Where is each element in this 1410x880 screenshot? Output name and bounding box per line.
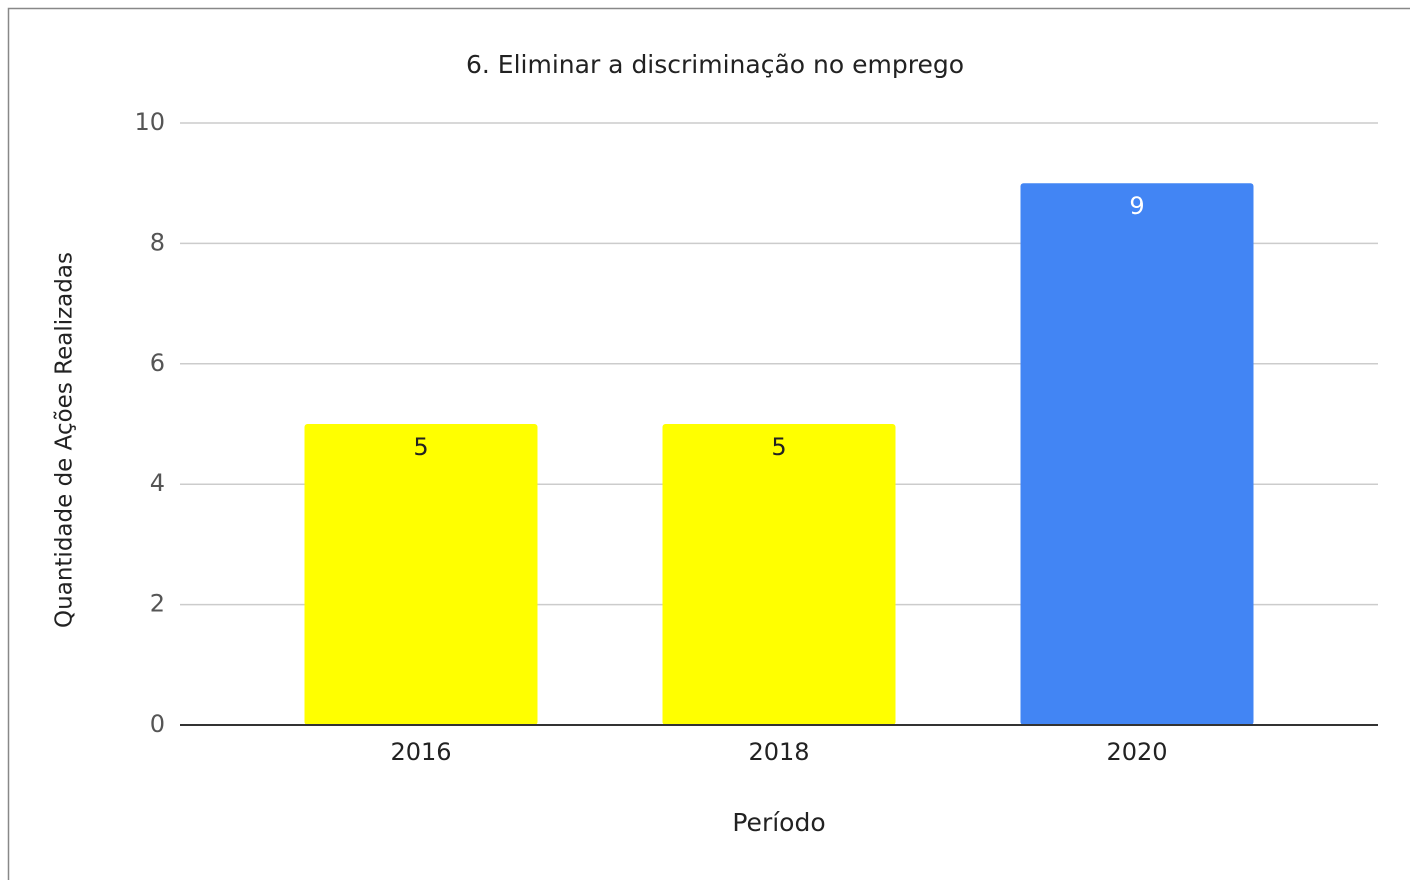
y-tick-label: 2 xyxy=(150,590,165,618)
y-tick-label: 4 xyxy=(150,469,165,497)
y-tick-label: 6 xyxy=(150,349,165,377)
data-label: 5 xyxy=(771,433,786,461)
x-tick-label: 2020 xyxy=(1106,738,1167,766)
x-axis-title: Período xyxy=(732,808,825,837)
y-tick-label: 8 xyxy=(150,228,165,256)
y-tick-label: 0 xyxy=(150,710,165,738)
bar xyxy=(662,424,896,725)
bar xyxy=(304,424,538,725)
chart-title: 6. Eliminar a discriminação no emprego xyxy=(466,50,964,79)
bar xyxy=(1020,183,1254,725)
x-tick-label: 2016 xyxy=(390,738,451,766)
data-label: 5 xyxy=(413,433,428,461)
y-axis-title: Quantidade de Ações Realizadas xyxy=(52,252,78,628)
y-tick-label: 10 xyxy=(134,108,165,136)
x-tick-label: 2018 xyxy=(748,738,809,766)
data-label: 9 xyxy=(1129,192,1144,220)
